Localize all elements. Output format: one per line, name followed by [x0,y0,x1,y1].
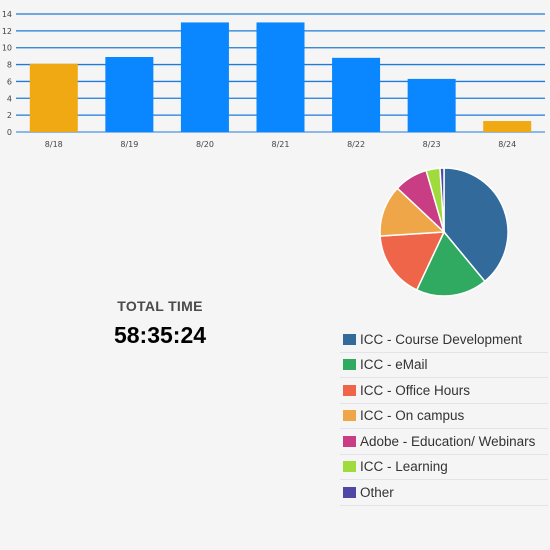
y-tick-label: 14 [2,10,12,19]
legend-label: ICC - eMail [360,357,428,373]
legend-swatch [343,410,356,422]
legend-item[interactable]: Adobe - Education/ Webinars [340,429,548,455]
pie-slice-2[interactable] [415,230,486,297]
x-tick-label: 8/18 [45,140,63,149]
total-time-value: 58:35:24 [113,322,207,348]
x-tick-label: 8/22 [347,140,365,149]
legend-swatch [343,435,356,447]
bar-8-21[interactable] [256,22,305,132]
pie-legend: ICC - Course Development ICC - eMail ICC -… [340,327,548,506]
y-tick-label: 8 [7,61,12,70]
legend-item[interactable]: ICC - Office Hours [340,378,548,404]
bar-8-24[interactable] [483,121,532,132]
y-tick-label: 2 [7,111,12,120]
y-tick-label: 10 [2,44,12,53]
legend-swatch [343,333,356,345]
legend-swatch [343,359,356,371]
pie-slice-3[interactable] [379,231,446,291]
pie-slice-7[interactable] [439,167,445,233]
bar-chart: 0 2 4 6 8 10 12 14 8/18 8/19 8/20 8/21 8/22 8/23 8/24 [2,10,545,149]
y-tick-label: 6 [7,77,12,86]
x-tick-label: 8/23 [423,140,441,149]
legend-item[interactable]: ICC - eMail [340,353,548,378]
y-tick-label: 0 [7,128,12,137]
x-tick-label: 8/21 [272,140,290,149]
legend-item[interactable]: ICC - Learning [340,455,548,480]
bar-8-23[interactable] [407,78,456,132]
legend-label: ICC - Learning [360,459,448,475]
pie-chart [379,167,509,297]
legend-item[interactable]: Other [340,480,548,506]
bar-8-18[interactable] [29,63,78,132]
legend-label: Other [360,484,394,500]
legend-swatch [343,461,356,473]
legend-swatch [343,384,356,396]
legend-label: ICC - On campus [360,408,465,424]
x-tick-label: 8/20 [196,140,214,149]
x-tick-label: 8/24 [498,140,516,149]
pie-slice-1[interactable] [443,167,509,283]
x-tick-label: 8/19 [120,140,138,149]
legend-label: ICC - Course Development [360,331,523,347]
total-time-label: TOTAL TIME [117,298,203,314]
bar-8-19[interactable] [105,56,154,132]
bar-8-20[interactable] [180,22,229,132]
legend-label: Adobe - Education/ Webinars [360,433,536,449]
legend-swatch [343,486,356,498]
total-time-panel: TOTAL TIME 58:35:24 [90,298,230,349]
y-tick-label: 12 [2,27,12,36]
bar-8-22[interactable] [332,57,381,133]
y-tick-label: 4 [7,94,12,103]
legend-item[interactable]: ICC - Course Development [340,327,548,353]
legend-label: ICC - Office Hours [360,382,471,398]
legend-item[interactable]: ICC - On campus [340,404,548,429]
